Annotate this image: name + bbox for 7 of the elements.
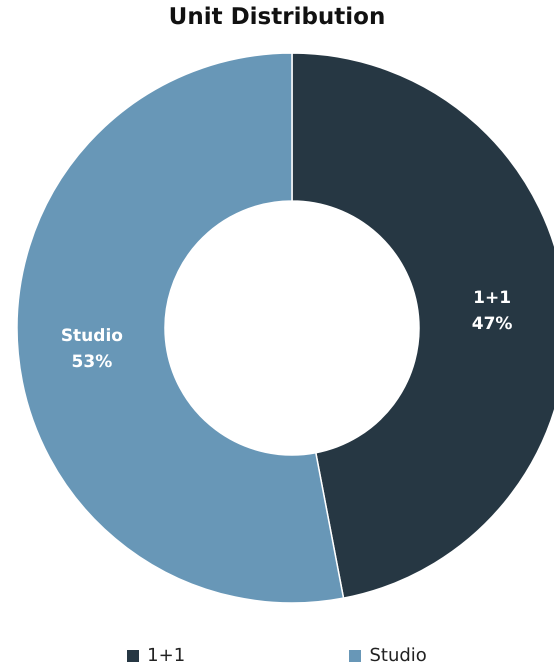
data-label: 53%: [72, 352, 112, 372]
chart-title: Unit Distribution: [168, 4, 386, 30]
slice-label: Studio: [60, 326, 123, 346]
legend-label: 1+1: [146, 645, 186, 666]
data-label: 47%: [472, 314, 512, 334]
slice-label: 1+1: [473, 288, 512, 308]
legend-label: Studio: [368, 645, 427, 666]
